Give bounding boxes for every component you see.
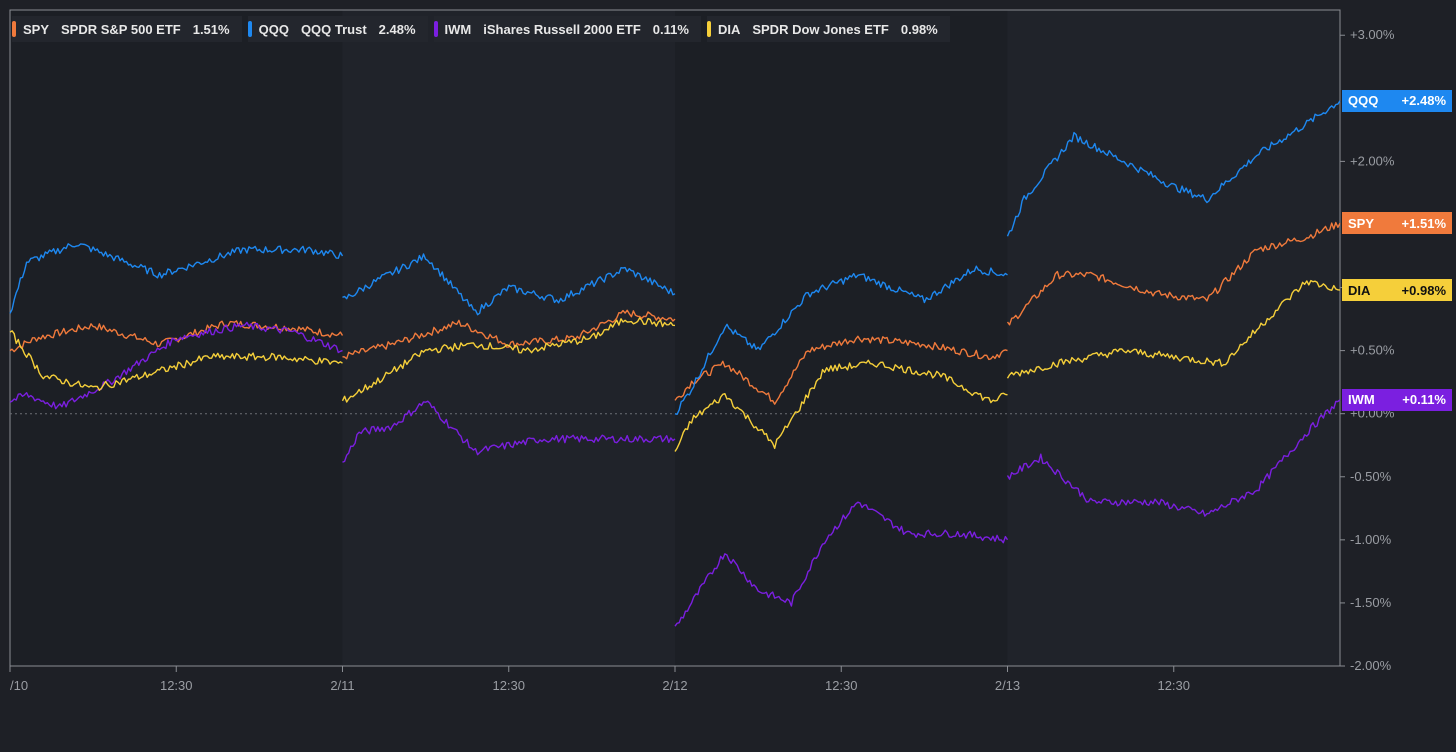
legend-change: 0.98%: [900, 21, 938, 37]
x-tick-label: 2/13: [995, 678, 1020, 693]
end-label-value: +0.98%: [1401, 282, 1446, 298]
end-label-iwm: IWM +0.11%: [1342, 388, 1452, 411]
legend-item-iwm[interactable]: IWM iShares Russell 2000 ETF 0.11%: [433, 16, 701, 42]
end-label-symbol: QQQ: [1348, 93, 1379, 109]
y-tick-label: -1.00%: [1350, 532, 1392, 547]
legend-symbol: IWM: [444, 21, 472, 37]
series-line-iwm: [9, 321, 343, 410]
y-tick-label: -2.00%: [1350, 658, 1392, 673]
end-label-value: +1.51%: [1401, 215, 1446, 231]
series-line-dia: [1006, 279, 1341, 379]
series-line-iwm: [1006, 399, 1341, 517]
series-line-qqq: [674, 265, 1008, 415]
end-label-value: +2.48%: [1401, 93, 1446, 109]
legend-item-dia[interactable]: DIA SPDR Dow Jones ETF 0.98%: [706, 16, 950, 42]
day-band: [1007, 10, 1340, 666]
series-line-spy: [342, 309, 676, 360]
y-tick-label: +3.00%: [1350, 27, 1395, 42]
y-tick-label: -1.50%: [1350, 595, 1392, 610]
end-label-symbol: SPY: [1348, 215, 1375, 231]
end-label-spy: SPY +1.51%: [1342, 212, 1452, 235]
series-line-qqq: [1006, 100, 1341, 237]
series-line-dia: [341, 317, 676, 403]
end-label-value: +0.11%: [1402, 392, 1446, 408]
series-line-dia: [9, 330, 343, 391]
legend-change: 2.48%: [378, 21, 416, 37]
x-tick-label: 12:30: [160, 678, 193, 693]
legend-item-qqq[interactable]: QQQ QQQ Trust 2.48%: [247, 16, 428, 42]
legend-name: iShares Russell 2000 ETF: [483, 21, 641, 37]
series-line-qqq: [342, 253, 676, 316]
x-tick-label: /10: [10, 678, 28, 693]
series-line-spy: [674, 335, 1008, 405]
legend-swatch: [433, 21, 438, 37]
end-label-qqq: QQQ +2.48%: [1342, 89, 1452, 112]
y-tick-label: +0.50%: [1350, 343, 1395, 358]
legend-change: 0.11%: [652, 21, 689, 37]
series-line-spy: [1006, 221, 1341, 326]
y-tick-label: +2.00%: [1350, 153, 1395, 168]
end-label-dia: DIA +0.98%: [1342, 279, 1452, 302]
series-line-dia: [674, 359, 1008, 452]
y-tick-label: -0.50%: [1350, 469, 1392, 484]
legend-name: SPDR Dow Jones ETF: [752, 21, 889, 37]
x-tick-label: 12:30: [825, 678, 858, 693]
x-tick-label: 12:30: [492, 678, 525, 693]
x-tick-label: 2/11: [330, 678, 354, 693]
legend-item-spy[interactable]: SPY SPDR S&P 500 ETF 1.51%: [12, 16, 242, 42]
legend-swatch: [247, 21, 252, 37]
legend-symbol: DIA: [717, 21, 741, 37]
legend-swatch: [706, 21, 711, 37]
day-band: [342, 10, 675, 666]
end-label-symbol: DIA: [1348, 282, 1371, 298]
legend-name: QQQ Trust: [300, 21, 367, 37]
series-line-iwm: [342, 400, 676, 463]
end-label-symbol: IWM: [1348, 392, 1375, 408]
legend-change: 1.51%: [192, 21, 230, 37]
x-tick-label: 2/12: [662, 678, 687, 693]
series-line-iwm: [674, 501, 1009, 627]
legend: SPY SPDR S&P 500 ETF 1.51% QQQ QQQ Trust 2.48…: [12, 16, 950, 42]
x-tick-label: 12:30: [1157, 678, 1190, 693]
series-line-qqq: [9, 243, 344, 314]
legend-symbol: QQQ: [258, 21, 289, 37]
legend-name: SPDR S&P 500 ETF: [61, 21, 181, 37]
legend-swatch: [12, 21, 16, 37]
legend-symbol: SPY: [23, 21, 50, 37]
